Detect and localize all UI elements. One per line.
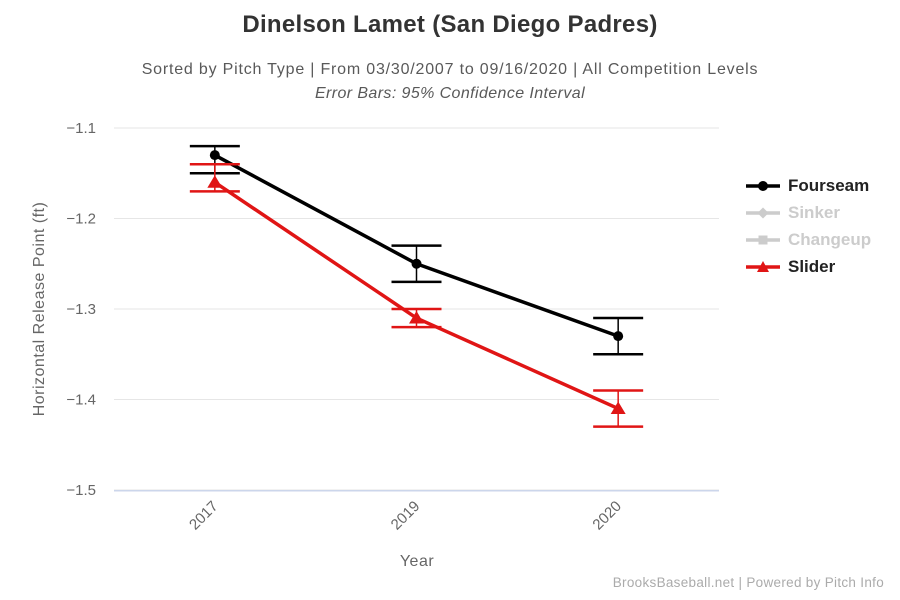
legend-label-sinker: Sinker [788,202,840,222]
slider-triangle-marker-icon [746,260,780,272]
error-bars-note: Error Bars: 95% Confidence Interval [314,85,586,102]
chart-title: Dinelson Lamet (San Diego Padres) [242,11,658,38]
legend-label-fourseam: Fourseam [788,175,870,195]
changeup-square-marker-icon [746,235,780,244]
fourseam-circle-marker-icon [746,180,780,191]
series-fourseam [189,144,644,356]
x-axis-tick-labels: 2017 2019 2020 [186,498,625,534]
credits-link[interactable]: BrooksBaseball.net | Powered by Pitch In… [612,575,884,590]
legend-item-slider[interactable]: Slider [745,253,871,280]
chart-subtitle: Sorted by Pitch Type | From 03/30/2007 t… [141,61,759,78]
x-axis-title: Year [399,553,435,570]
y-axis-title: Horizontal Release Point (ft) [31,201,48,417]
data-point-slider-2020[interactable] [610,401,626,415]
svg-text:2019: 2019 [388,498,424,534]
data-point-fourseam-2017[interactable] [209,150,220,161]
svg-text:2020: 2020 [589,498,625,534]
y-axis-tick-labels: −1.1 −1.2 −1.3 −1.4 −1.5 [66,120,96,499]
series-slider [189,162,644,428]
svg-text:−1.4: −1.4 [66,392,96,409]
data-point-fourseam-2020[interactable] [613,331,624,342]
svg-text:2017: 2017 [186,498,222,534]
legend-item-fourseam[interactable]: Fourseam [745,172,871,199]
legend-item-changeup[interactable]: Changeup [745,226,871,253]
legend-label-changeup: Changeup [788,229,872,249]
legend: Fourseam Sinker Changeup Slider [745,172,871,280]
svg-text:−1.2: −1.2 [66,211,96,228]
sinker-diamond-marker-icon [746,207,780,218]
legend-item-sinker[interactable]: Sinker [745,199,871,226]
svg-text:−1.3: −1.3 [66,301,96,318]
svg-text:−1.5: −1.5 [66,482,96,499]
data-point-slider-2017[interactable] [207,175,223,188]
data-point-slider-2019[interactable] [409,311,424,324]
svg-text:−1.1: −1.1 [66,120,96,137]
data-point-fourseam-2019[interactable] [411,258,422,269]
legend-label-slider: Slider [788,256,836,276]
